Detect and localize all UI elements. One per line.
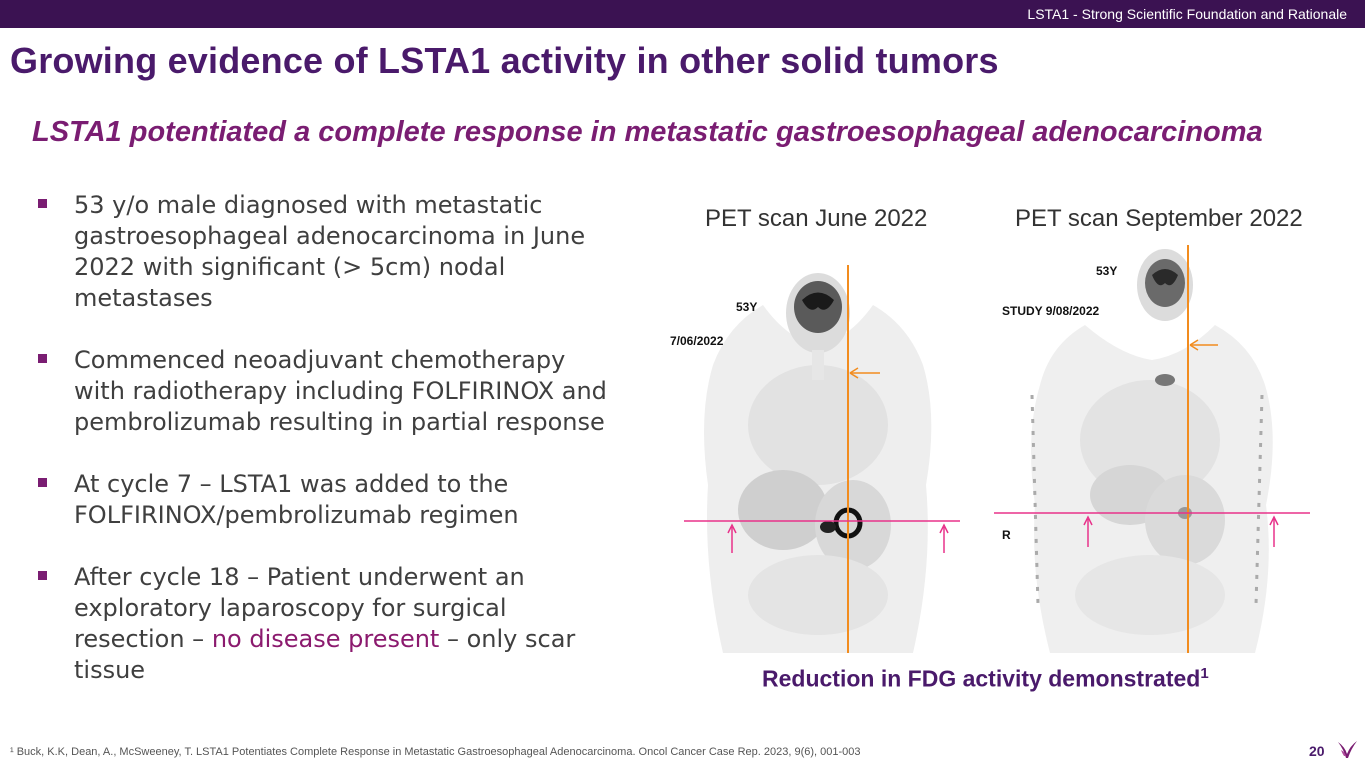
pet-scan-september-image: 53Y STUDY 9/08/2022 R xyxy=(990,245,1312,653)
bullet-text: At cycle 7 – LSTA1 was added to the FOLF… xyxy=(74,470,519,529)
page-title: Growing evidence of LSTA1 activity in ot… xyxy=(10,40,999,81)
bullet-text-after: – only scar tissue xyxy=(74,625,576,684)
square-bullet-icon xyxy=(38,571,47,580)
list-item: 53 y/o male diagnosed with metastatic ga… xyxy=(36,190,616,314)
page-number: 20 xyxy=(1309,743,1325,759)
slide-subtitle: LSTA1 potentiated a complete response in… xyxy=(32,116,1263,148)
list-item: At cycle 7 – LSTA1 was added to the FOLF… xyxy=(36,469,616,531)
list-item: Commenced neoadjuvant chemotherapy with … xyxy=(36,345,616,438)
footnote: ¹ Buck, K.K, Dean, A., McSweeney, T. LST… xyxy=(10,746,861,758)
bullet-list: 53 y/o male diagnosed with metastatic ga… xyxy=(36,190,616,717)
caption-reference: 1 xyxy=(1200,665,1209,682)
square-bullet-icon xyxy=(38,354,47,363)
square-bullet-icon xyxy=(38,478,47,487)
scan-age-june: 53Y xyxy=(736,300,757,314)
bird-logo-icon xyxy=(1338,741,1357,758)
square-bullet-icon xyxy=(38,199,47,208)
header-bar: LSTA1 - Strong Scientific Foundation and… xyxy=(0,0,1365,28)
bullet-text-before: After cycle 18 – Patient underwent an ex… xyxy=(74,563,525,653)
pet-scan-june-image: 53Y 7/06/2022 xyxy=(668,245,968,653)
bullet-text: 53 y/o male diagnosed with metastatic ga… xyxy=(74,191,586,312)
scan-label-june: PET scan June 2022 xyxy=(705,205,928,232)
caption-text: Reduction in FDG activity demonstrated xyxy=(762,665,1201,692)
highlight-text: no disease present xyxy=(211,625,440,653)
scan-date-june: 7/06/2022 xyxy=(670,334,724,348)
scan-age-september: 53Y xyxy=(1096,264,1117,278)
scan-caption: Reduction in FDG activity demonstrated1 xyxy=(762,665,1209,693)
scan-date-september: STUDY 9/08/2022 xyxy=(1002,304,1099,318)
list-item: After cycle 18 – Patient underwent an ex… xyxy=(36,562,616,686)
section-title: LSTA1 - Strong Scientific Foundation and… xyxy=(1027,6,1347,22)
scan-label-september: PET scan September 2022 xyxy=(1015,205,1303,232)
bullet-text: Commenced neoadjuvant chemotherapy with … xyxy=(74,346,607,436)
scan-side-marker: R xyxy=(1002,528,1011,542)
